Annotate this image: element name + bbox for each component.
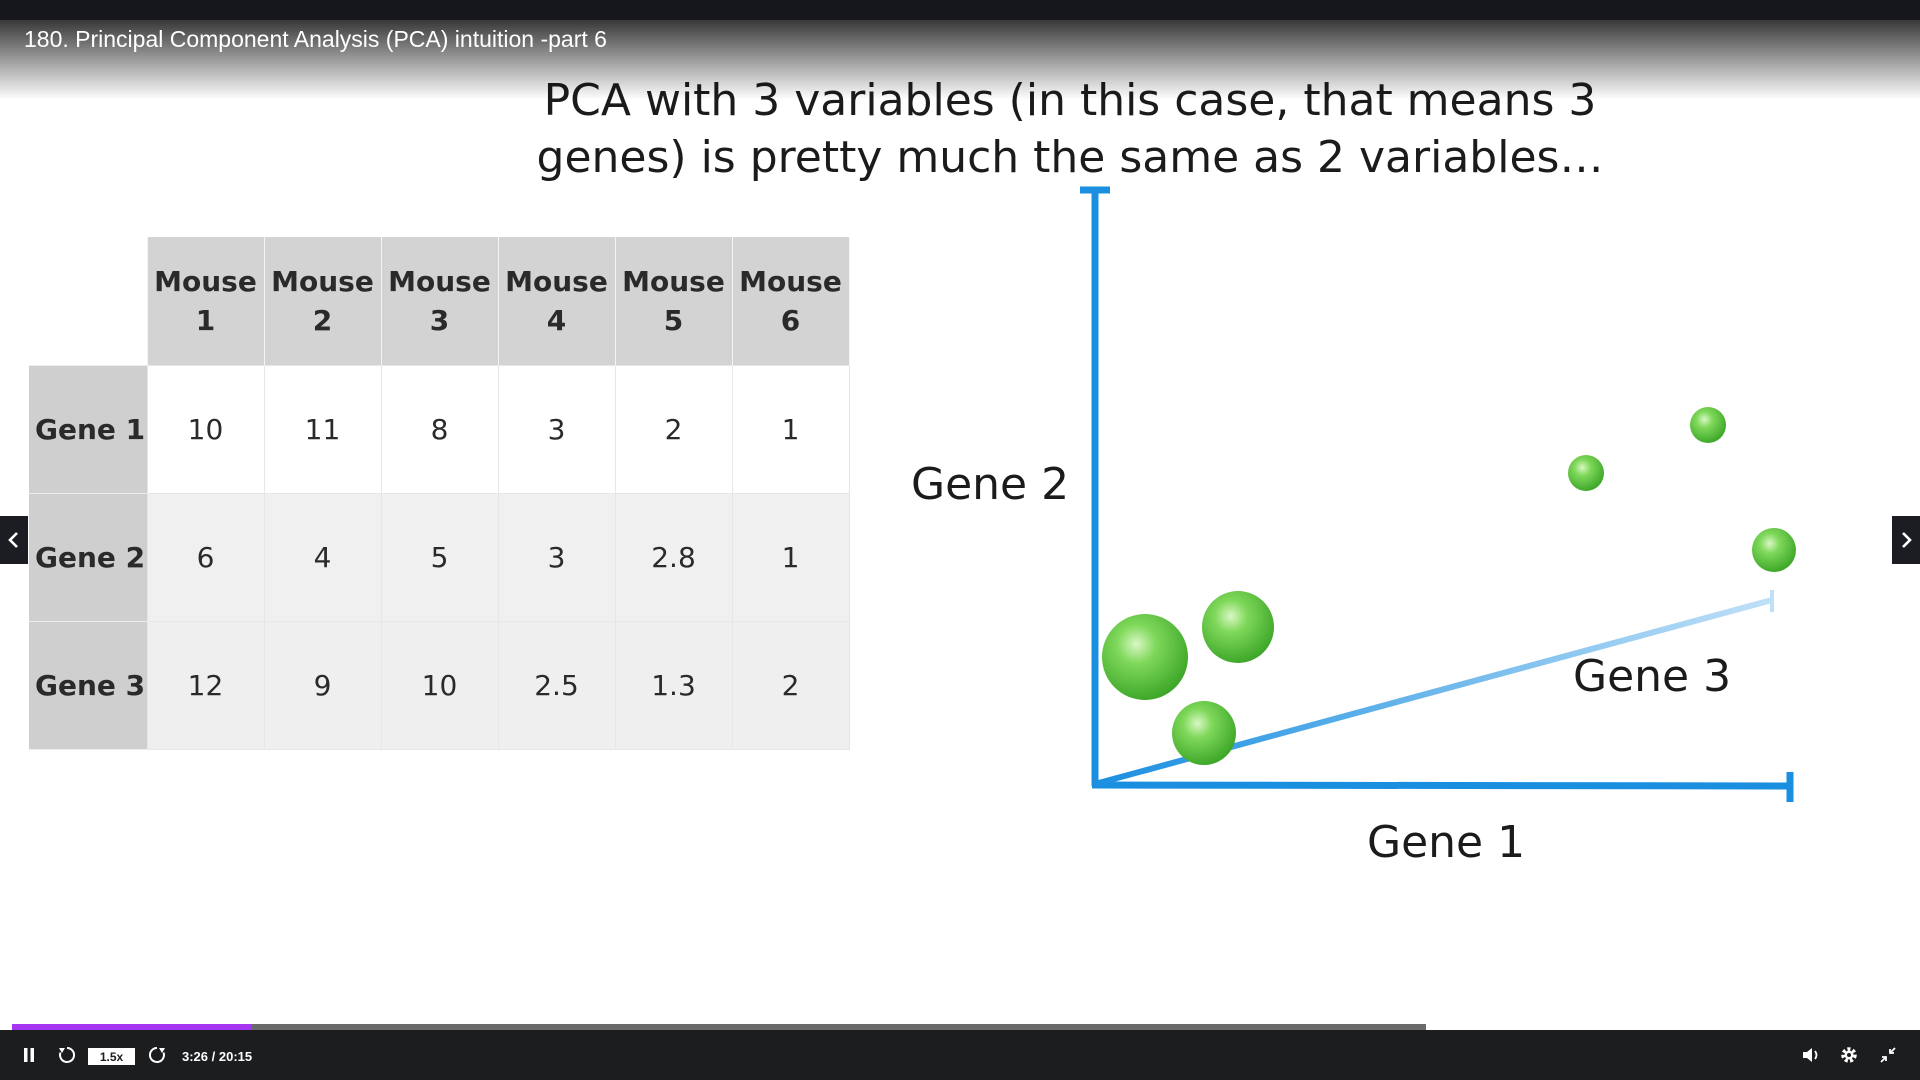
data-point [1752, 528, 1796, 572]
gene-1-axis [1091, 781, 1791, 790]
rewind-button[interactable] [52, 1030, 82, 1080]
row-header-gene-1: Gene 1 [29, 364, 147, 494]
table-cell: 1.3 [614, 620, 733, 750]
slide-heading: PCA with 3 variables (in this case, that… [520, 72, 1620, 186]
data-point [1568, 455, 1604, 491]
table-row: Gene 3 12 9 10 2.5 1.3 2 [29, 620, 850, 750]
data-point [1202, 591, 1274, 663]
table-corner-cell [29, 237, 147, 365]
table-row: Gene 1 10 11 8 3 2 1 [29, 364, 850, 494]
exit-fullscreen-button[interactable] [1873, 1030, 1903, 1080]
table-cell: 8 [380, 364, 499, 494]
table-cell: 2.5 [497, 620, 616, 750]
progress-bar-played [12, 1024, 252, 1030]
table-cell: 1 [731, 364, 850, 494]
settings-button[interactable] [1834, 1030, 1864, 1080]
playback-time: 3:26 / 20:15 [182, 1049, 253, 1064]
window-top-bar [0, 0, 1920, 20]
volume-button[interactable] [1796, 1030, 1826, 1080]
title-overlay [0, 20, 1920, 100]
column-header-mouse-3: Mouse 3 [380, 237, 499, 365]
progress-bar[interactable] [12, 1024, 1426, 1030]
table-cell: 2.8 [614, 492, 733, 622]
data-point [1172, 701, 1236, 765]
video-title: 180. Principal Component Analysis (PCA) … [24, 26, 607, 52]
next-lecture-button[interactable] [1892, 516, 1920, 564]
row-header-gene-3: Gene 3 [29, 620, 147, 750]
forward-icon [148, 1046, 165, 1063]
column-header-mouse-2: Mouse 2 [263, 237, 382, 365]
data-point [1690, 407, 1726, 443]
table-cell: 6 [146, 492, 265, 622]
column-header-mouse-6: Mouse 6 [731, 237, 850, 365]
playback-speed-button[interactable]: 1.5x [88, 1048, 135, 1065]
forward-button[interactable] [142, 1030, 172, 1080]
slide-heading-line-2: genes) is pretty much the same as 2 vari… [536, 132, 1604, 183]
volume-icon [1803, 1048, 1818, 1062]
rewind-icon [59, 1046, 76, 1063]
pause-button[interactable] [14, 1030, 44, 1080]
player-control-bar [0, 1030, 1920, 1080]
gene-3-axis-label: Gene 3 [1573, 651, 1732, 702]
chevron-left-icon [8, 532, 18, 548]
gear-icon [1841, 1047, 1857, 1063]
table-cell: 10 [146, 364, 265, 494]
gene-1-axis-label: Gene 1 [1367, 817, 1526, 868]
chevron-right-icon [1902, 532, 1912, 548]
table-cell: 3 [497, 492, 616, 622]
table-cell: 11 [263, 364, 382, 494]
table-cell: 4 [263, 492, 382, 622]
column-header-mouse-5: Mouse 5 [614, 237, 733, 365]
table-cell: 3 [497, 364, 616, 494]
pause-icon [24, 1048, 34, 1062]
table-cell: 9 [263, 620, 382, 750]
table-header-row: Mouse 1 Mouse 2 Mouse 3 Mouse 4 Mouse 5 Mouse… [29, 237, 850, 365]
table-cell: 2 [731, 620, 850, 750]
gene-2-axis-label: Gene 2 [911, 459, 1070, 510]
gene-expression-table: Mouse 1 Mouse 2 Mouse 3 Mouse 4 Mouse 5 Mouse… [29, 237, 850, 750]
table-cell: 5 [380, 492, 499, 622]
exit-fullscreen-icon [1880, 1047, 1896, 1063]
column-header-mouse-4: Mouse 4 [497, 237, 616, 365]
table-cell: 12 [146, 620, 265, 750]
previous-lecture-button[interactable] [0, 516, 28, 564]
table-cell: 10 [380, 620, 499, 750]
table-cell: 2 [614, 364, 733, 494]
data-point [1102, 614, 1188, 700]
